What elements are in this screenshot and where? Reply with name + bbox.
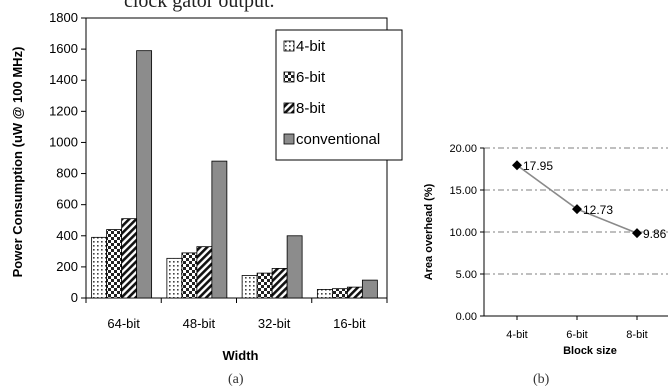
y-tick-label-a: 1800	[49, 10, 78, 25]
y-tick-label-a: 1200	[49, 103, 78, 118]
bar-chart-a: 0 200 400 600 800 1000 1200 1400 1600 1800 64-bit 4…	[10, 10, 403, 363]
x-axis-title-a: Width	[223, 348, 259, 363]
data-label-b: 9.86	[643, 227, 667, 241]
y-tick-label-a: 0	[71, 290, 78, 305]
y-axis-title-a: Power Consumption (uW @ 100 MHz)	[10, 47, 25, 278]
bar	[316, 289, 333, 299]
x-tick-label-a: 64-bit	[107, 316, 140, 331]
bar	[286, 235, 303, 299]
legend-swatch	[283, 133, 295, 145]
header-text: clock gator output.	[124, 0, 275, 12]
bar	[91, 236, 108, 299]
legend-label: 4-bit	[296, 38, 326, 55]
bar	[121, 218, 138, 299]
data-label-b: 17.95	[523, 159, 553, 173]
y-axis-title-b: Area overhead (%)	[423, 183, 435, 280]
y-tick-label-a: 1600	[49, 41, 78, 56]
legend-label: 8-bit	[296, 100, 326, 117]
x-tick-label-a: 48-bit	[183, 316, 216, 331]
caption-a: (a)	[228, 372, 244, 387]
legend-swatch	[283, 71, 295, 83]
y-tick-label-a: 400	[56, 228, 78, 243]
y-tick-label-a: 800	[56, 166, 78, 181]
x-tick-label-a: 16-bit	[333, 316, 366, 331]
data-point-b	[512, 160, 522, 171]
bar	[211, 160, 228, 299]
bar	[256, 272, 273, 299]
x-tick-label-b: 6-bit	[566, 329, 587, 341]
data-point-b	[632, 228, 642, 239]
legend-swatch	[283, 102, 295, 114]
x-tick-label-b: 8-bit	[626, 329, 647, 341]
data-point-b	[572, 204, 582, 215]
y-tick-label-b: 15.00	[449, 185, 477, 197]
legend-label: conventional	[296, 131, 380, 148]
y-tick-label-b: 10.00	[449, 227, 477, 239]
bar	[241, 275, 258, 299]
x-tick-label-a: 32-bit	[258, 316, 291, 331]
legend-label: 6-bit	[296, 69, 326, 86]
bar	[331, 288, 348, 299]
caption-b: (b)	[533, 372, 550, 387]
y-tick-label-b: 20.00	[449, 143, 477, 155]
legend-box-a	[275, 29, 403, 161]
y-tick-label-a: 200	[56, 259, 78, 274]
y-tick-label-a: 1400	[49, 72, 78, 87]
bar	[271, 268, 288, 299]
bar	[106, 229, 123, 299]
y-tick-label-b: 5.00	[456, 269, 477, 281]
legend-swatch	[283, 40, 295, 52]
x-tick-label-b: 4-bit	[506, 329, 527, 341]
bar	[361, 279, 378, 299]
y-tick-label-a: 600	[56, 197, 78, 212]
series-line-b	[516, 164, 638, 234]
bar	[196, 246, 213, 299]
data-label-b: 12.73	[583, 203, 613, 217]
line-chart-b: 0.00 5.00 10.00 15.00 20.00 4-bit 6-bit 8-bit 17…	[423, 143, 668, 357]
y-tick-label-a: 1000	[49, 134, 78, 149]
bar	[136, 50, 153, 299]
bar	[166, 257, 183, 299]
y-tick-label-b: 0.00	[456, 311, 477, 323]
bar	[181, 252, 198, 299]
bar	[346, 286, 363, 299]
x-axis-title-b: Block size	[563, 345, 617, 357]
